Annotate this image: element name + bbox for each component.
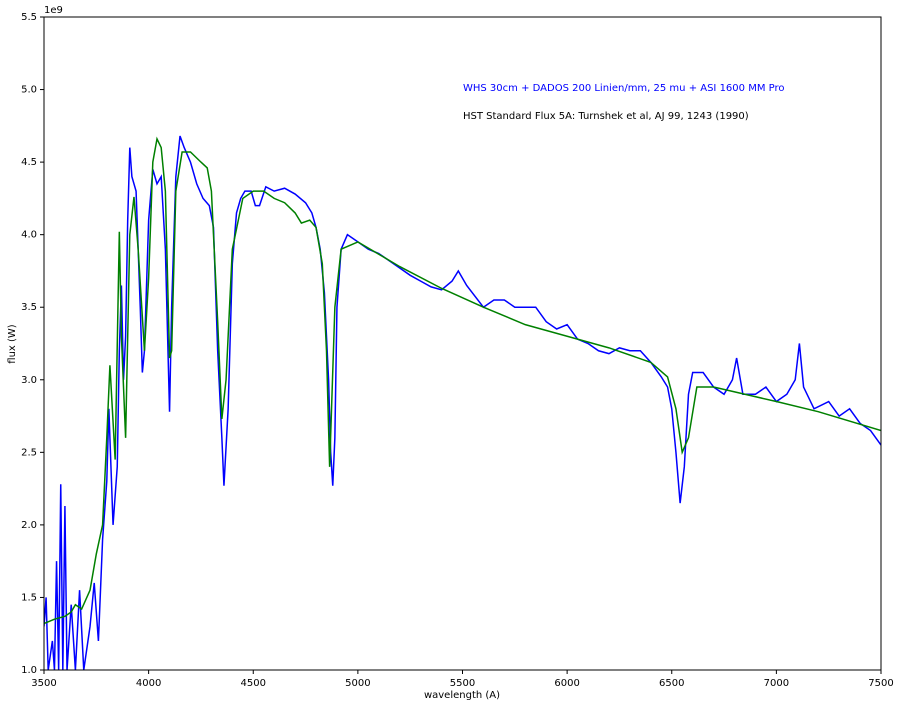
annotation: WHS 30cm + DADOS 200 Linien/mm, 25 mu + …: [463, 83, 785, 94]
y-tick-label: 5.5: [21, 12, 37, 23]
plot-frame: [43, 16, 882, 671]
y-tick-label: 4.5: [21, 157, 37, 168]
y-tick-label: 1.5: [21, 592, 37, 603]
x-tick-label: 4000: [136, 678, 161, 689]
y-tick-label: 3.0: [21, 375, 37, 386]
y-offset-label: 1e9: [44, 5, 63, 16]
x-tick-label: 4500: [241, 678, 266, 689]
x-tick-label: 6500: [659, 678, 684, 689]
y-tick-label: 4.0: [21, 230, 37, 241]
x-tick-label: 7500: [868, 678, 893, 689]
y-tick-label: 1.0: [21, 665, 37, 676]
y-tick-label: 3.5: [21, 302, 37, 313]
x-tick-label: 6000: [554, 678, 579, 689]
y-tick-label: 2.0: [21, 520, 37, 531]
x-tick-label: 5500: [450, 678, 475, 689]
annotation: HST Standard Flux 5A: Turnshek et al, AJ…: [463, 111, 749, 122]
y-tick-label: 2.5: [21, 447, 37, 458]
y-tick-label: 5.0: [21, 85, 37, 96]
spectrum-line: [44, 136, 881, 625]
x-axis-label: wavelength (A): [424, 690, 500, 701]
x-tick-label: 7000: [764, 678, 789, 689]
x-tick-label: 3500: [31, 678, 56, 689]
y-axis-label: flux (W): [7, 324, 18, 364]
x-tick-label: 5000: [345, 678, 370, 689]
spectrum-line: [44, 135, 881, 670]
